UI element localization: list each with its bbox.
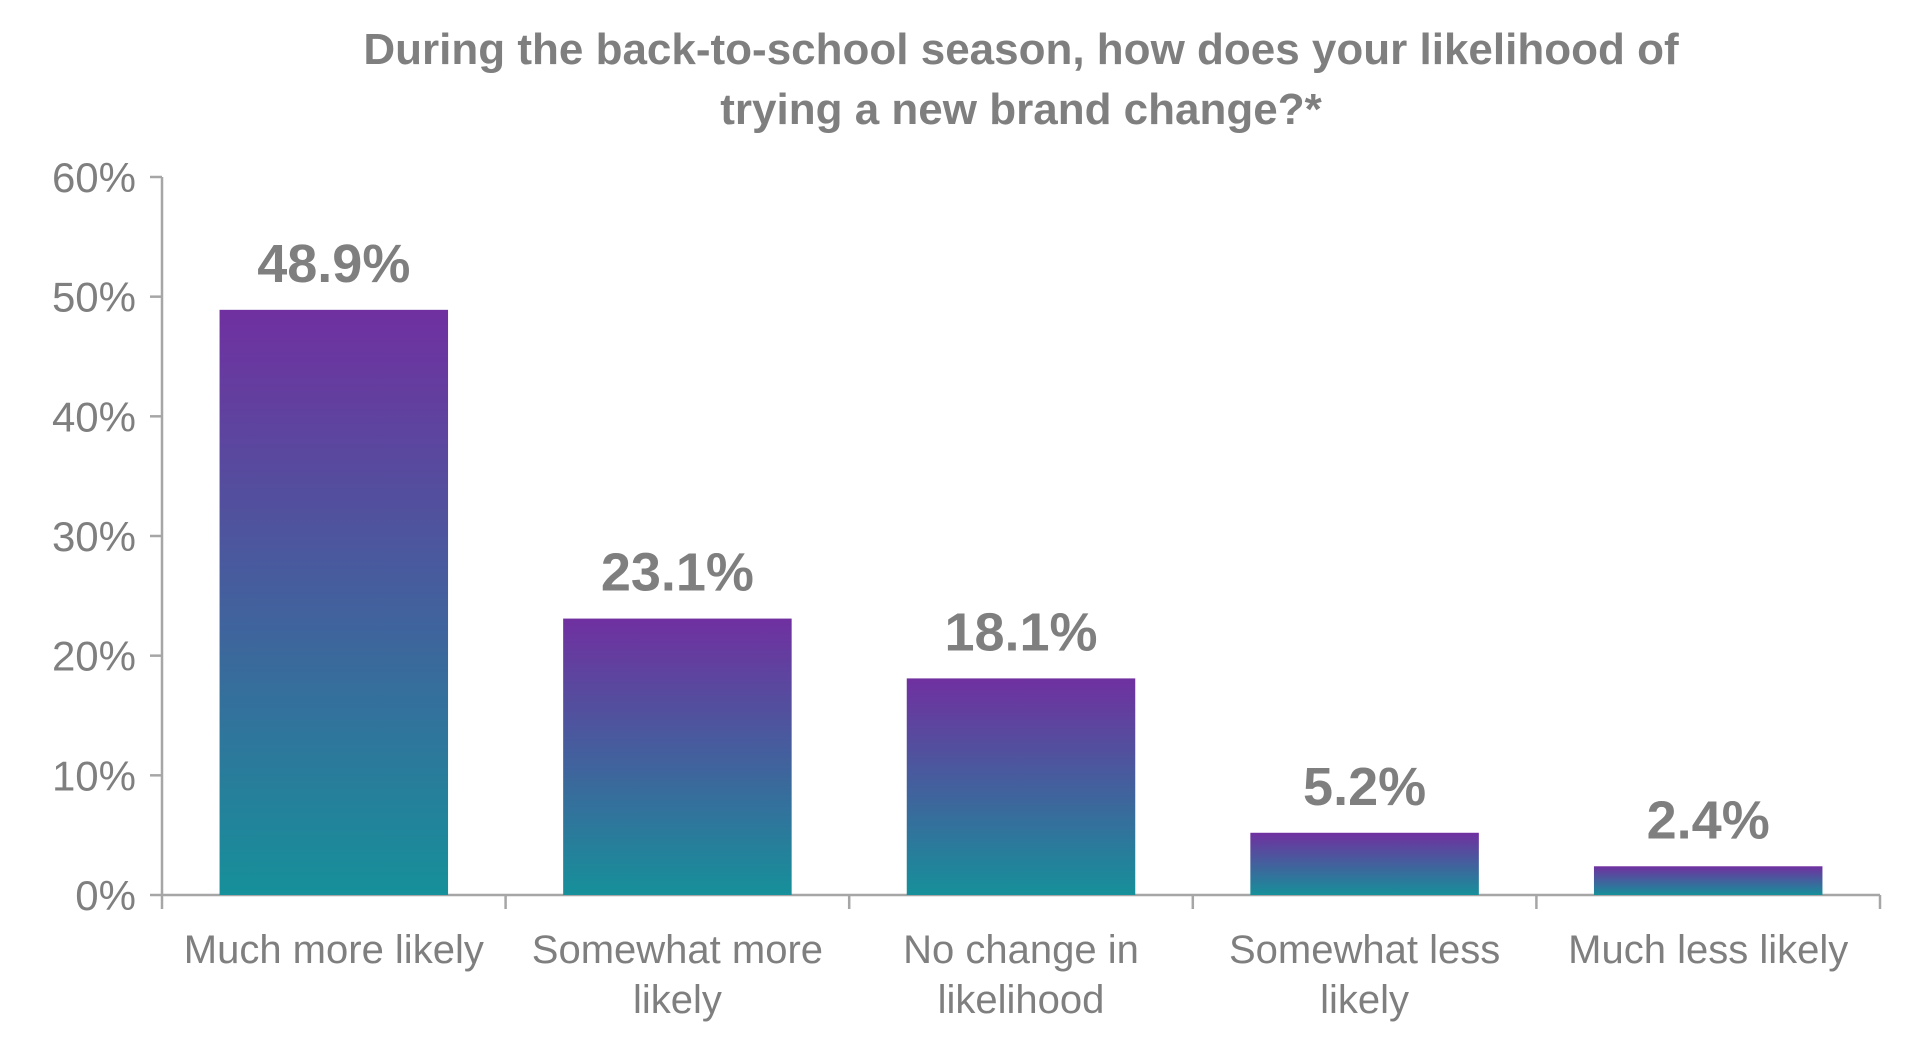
x-category-label: likely (1320, 978, 1409, 1022)
data-labels: 48.9% 23.1% 18.1% 5.2% 2.4% (257, 234, 1770, 850)
bar (906, 678, 1136, 895)
y-axis: 0% 10% 20% 30% 40% 50% 60% (52, 154, 164, 919)
bar (1593, 866, 1823, 895)
data-label: 48.9% (257, 234, 410, 294)
x-category-label: likelihood (938, 978, 1105, 1022)
bar-series (219, 309, 1823, 896)
chart-title: During the back-to-school season, how do… (363, 25, 1679, 134)
x-category-label: Somewhat more (532, 928, 823, 972)
x-category-label: Somewhat less (1229, 928, 1500, 972)
data-label: 2.4% (1647, 790, 1770, 850)
y-tick-label: 0% (75, 872, 136, 919)
y-tick-label: 40% (52, 393, 136, 440)
y-tick-label: 50% (52, 274, 136, 321)
x-category-label: No change in (903, 928, 1139, 972)
data-label: 18.1% (944, 602, 1097, 662)
y-tick-label: 10% (52, 752, 136, 799)
x-category-label: likely (633, 978, 722, 1022)
chart-title-line: During the back-to-school season, how do… (363, 25, 1679, 74)
x-category-label: Much less likely (1568, 928, 1848, 972)
bar (563, 618, 792, 895)
chart-title-line: trying a new brand change?* (720, 85, 1322, 134)
y-tick-label: 60% (52, 154, 136, 201)
bar (1250, 832, 1479, 895)
y-tick-label: 20% (52, 633, 136, 680)
y-tick-label: 30% (52, 513, 136, 560)
data-label: 23.1% (601, 543, 754, 603)
x-category-label: Much more likely (184, 928, 484, 972)
data-label: 5.2% (1303, 757, 1426, 817)
x-axis: Much more likely Somewhat more likely No ch… (160, 893, 1882, 1022)
bar (219, 309, 449, 896)
